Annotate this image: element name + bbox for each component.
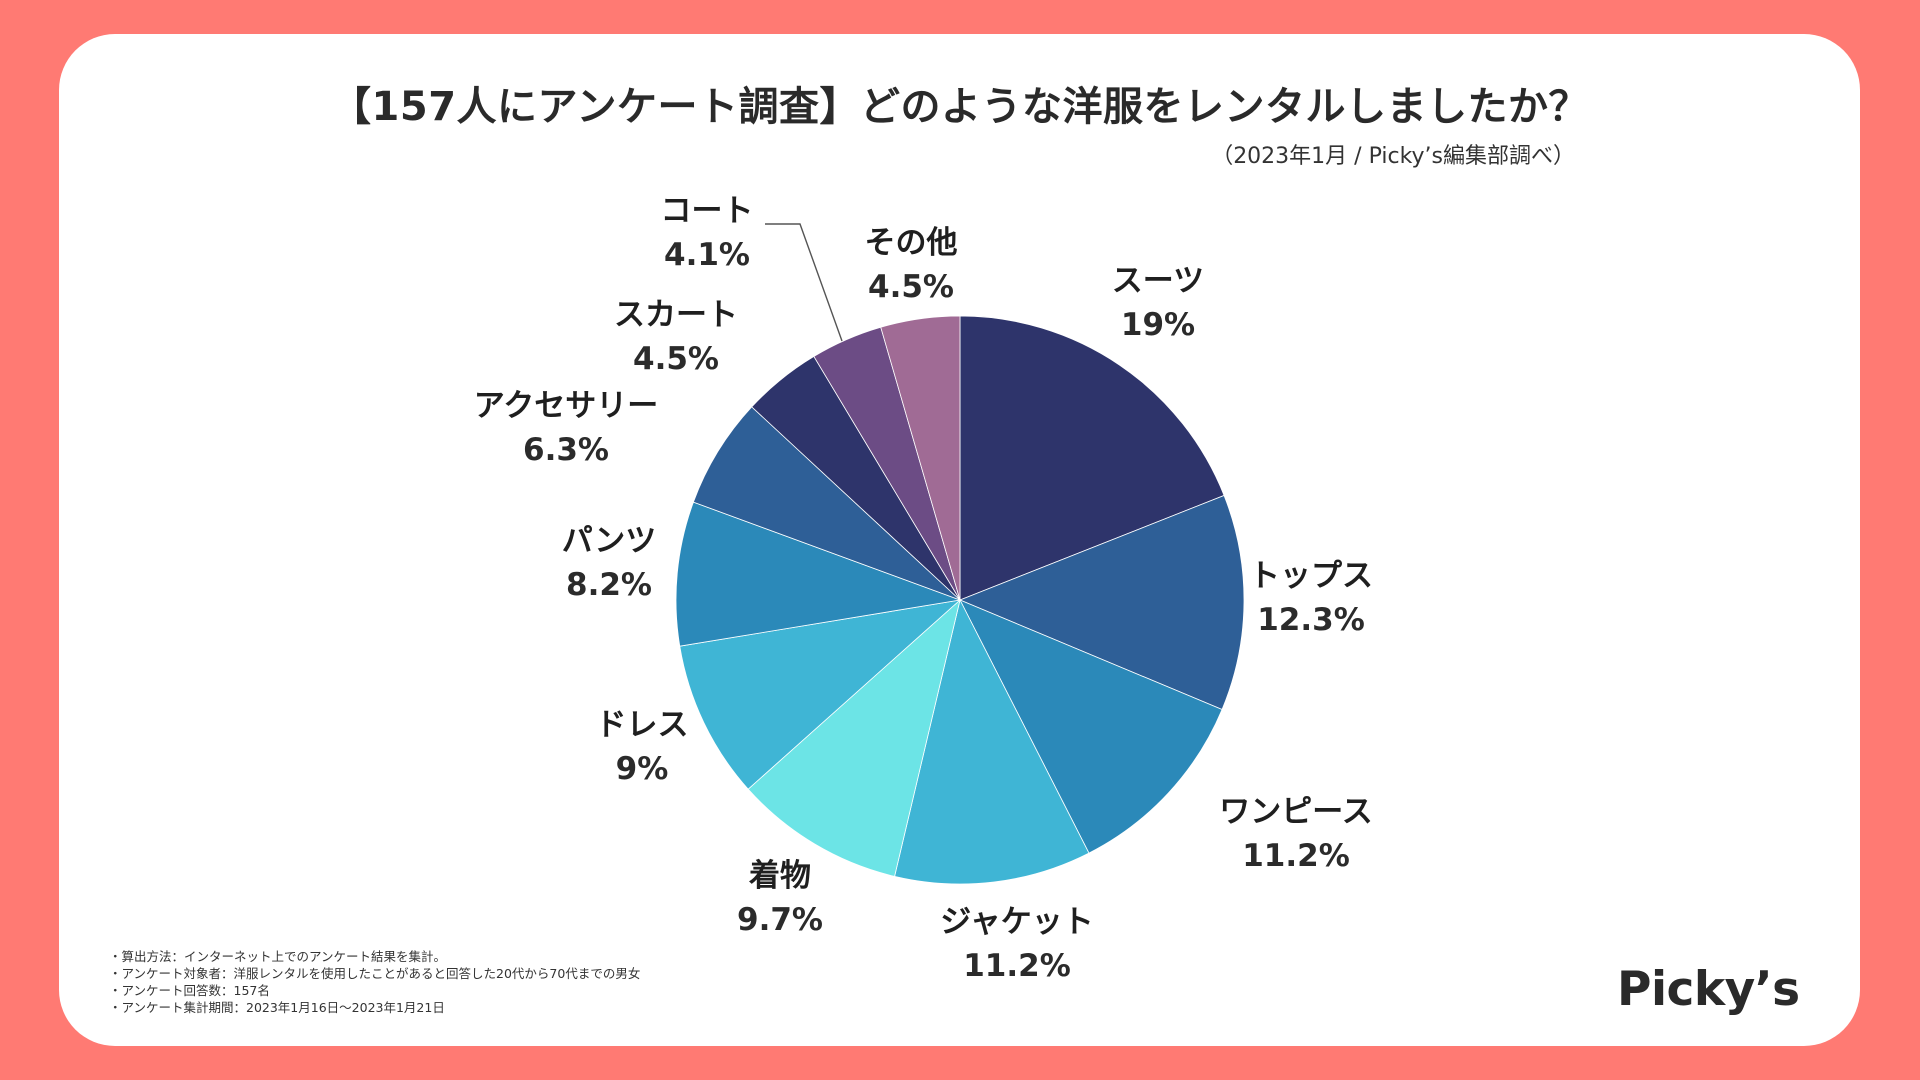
source-note: （2023年1月 / Picky’s編集部調べ） (1211, 144, 1575, 169)
note-line: ・アンケート集計期間：2023年1月16日〜2023年1月21日 (109, 1000, 445, 1015)
slice-value-label: 9.7% (737, 902, 823, 938)
pickys-logo: Picky’s (1617, 962, 1800, 1017)
slice-label: ワンピース (1219, 794, 1372, 830)
leader-line (765, 223, 843, 342)
note-line: ・アンケート回答数：157名 (109, 983, 270, 998)
note-line: ・算出方法：インターネット上でのアンケート結果を集計。 (109, 949, 447, 964)
slice-label: ジャケット (940, 904, 1093, 940)
pie-slice (959, 599, 1223, 854)
pie-slice (958, 494, 1245, 711)
slice-label: スカート (614, 297, 738, 333)
slice-value-label: 11.2% (963, 948, 1071, 984)
slice-value-label: 4.5% (633, 341, 719, 377)
slice-value-label: 11.2% (1242, 838, 1350, 874)
chart-title: 【157人にアンケート調査】どのような洋服をレンタルしましたか？ (331, 84, 1589, 130)
slice-value-label: 8.2% (566, 567, 652, 603)
slice-value-label: 12.3% (1257, 602, 1365, 638)
pie-slice (880, 315, 961, 601)
slice-label: パンツ (562, 523, 657, 559)
pie-slice (959, 315, 1225, 601)
slice-value-label: 6.3% (523, 432, 609, 468)
pie-slice (894, 598, 1090, 885)
slice-value-label: 4.1% (664, 237, 750, 273)
survey-notes: ・算出方法：インターネット上でのアンケート結果を集計。 ・アンケート対象者：洋服… (109, 948, 640, 1016)
pie-slice (747, 598, 961, 877)
pie-slice (675, 501, 962, 647)
pie-slice (679, 599, 962, 790)
slice-label: その他 (865, 225, 958, 261)
slice-label: アクセサリー (474, 388, 658, 424)
slice-label: コート (661, 193, 754, 229)
pie-slice (692, 406, 961, 601)
slice-label: トップス (1249, 558, 1373, 594)
slice-value-label: 4.5% (868, 269, 954, 305)
note-line: ・アンケート対象者：洋服レンタルを使用したことがあると回答した20代から70代ま… (109, 966, 641, 981)
slice-value-label: 19% (1121, 307, 1195, 343)
slice-value-label: 9% (616, 751, 669, 787)
slice-label: ドレス (596, 707, 689, 743)
slice-label: スーツ (1112, 263, 1204, 299)
slice-label: 着物 (748, 858, 811, 894)
